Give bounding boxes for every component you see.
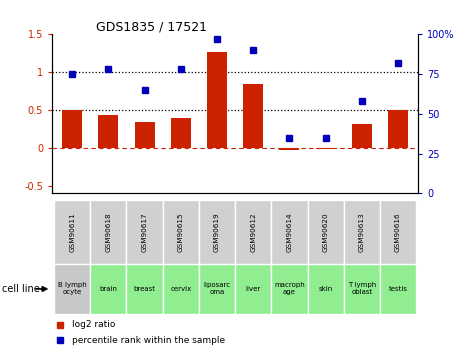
Text: T lymph
oblast: T lymph oblast (348, 283, 376, 295)
Text: GSM90615: GSM90615 (178, 212, 184, 252)
Text: GSM90620: GSM90620 (323, 212, 329, 252)
Text: testis: testis (389, 286, 408, 292)
Text: GSM90611: GSM90611 (69, 212, 75, 252)
Bar (344, 264, 380, 314)
Text: macroph
age: macroph age (274, 283, 305, 295)
Bar (380, 264, 416, 314)
Bar (243, 83, 263, 148)
Bar (134, 122, 154, 148)
Bar (207, 52, 227, 148)
Bar (352, 124, 372, 148)
Text: GSM90612: GSM90612 (250, 212, 256, 252)
Bar (98, 115, 118, 148)
Bar (235, 200, 271, 264)
Text: GDS1835 / 17521: GDS1835 / 17521 (96, 20, 207, 33)
Text: liver: liver (246, 286, 261, 292)
Bar (126, 264, 163, 314)
Bar (54, 264, 90, 314)
Text: log2 ratio: log2 ratio (72, 320, 116, 329)
Bar (62, 110, 82, 148)
Bar (90, 264, 126, 314)
Text: GSM90614: GSM90614 (286, 212, 293, 252)
Text: GSM90613: GSM90613 (359, 212, 365, 252)
Bar (271, 264, 307, 314)
Bar (199, 200, 235, 264)
Bar (307, 264, 344, 314)
Bar (307, 200, 344, 264)
Bar (380, 200, 416, 264)
Text: skin: skin (319, 286, 333, 292)
Bar (271, 200, 307, 264)
Bar (90, 200, 126, 264)
Bar (344, 200, 380, 264)
Text: breast: breast (133, 286, 156, 292)
Text: liposarc
oma: liposarc oma (203, 283, 230, 295)
Bar (171, 118, 191, 148)
Bar (163, 200, 199, 264)
Text: cervix: cervix (170, 286, 191, 292)
Text: brain: brain (99, 286, 117, 292)
Bar (199, 264, 235, 314)
Bar (279, 148, 299, 150)
Bar (388, 110, 408, 148)
Bar (316, 148, 336, 149)
Text: GSM90616: GSM90616 (395, 212, 401, 252)
Text: GSM90617: GSM90617 (142, 212, 148, 252)
Text: B lymph
ocyte: B lymph ocyte (58, 283, 86, 295)
Bar (126, 200, 163, 264)
Bar (54, 200, 90, 264)
Text: percentile rank within the sample: percentile rank within the sample (72, 336, 226, 345)
Text: cell line: cell line (2, 284, 40, 294)
Text: GSM90618: GSM90618 (105, 212, 111, 252)
Bar (163, 264, 199, 314)
Bar (235, 264, 271, 314)
Text: GSM90619: GSM90619 (214, 212, 220, 252)
